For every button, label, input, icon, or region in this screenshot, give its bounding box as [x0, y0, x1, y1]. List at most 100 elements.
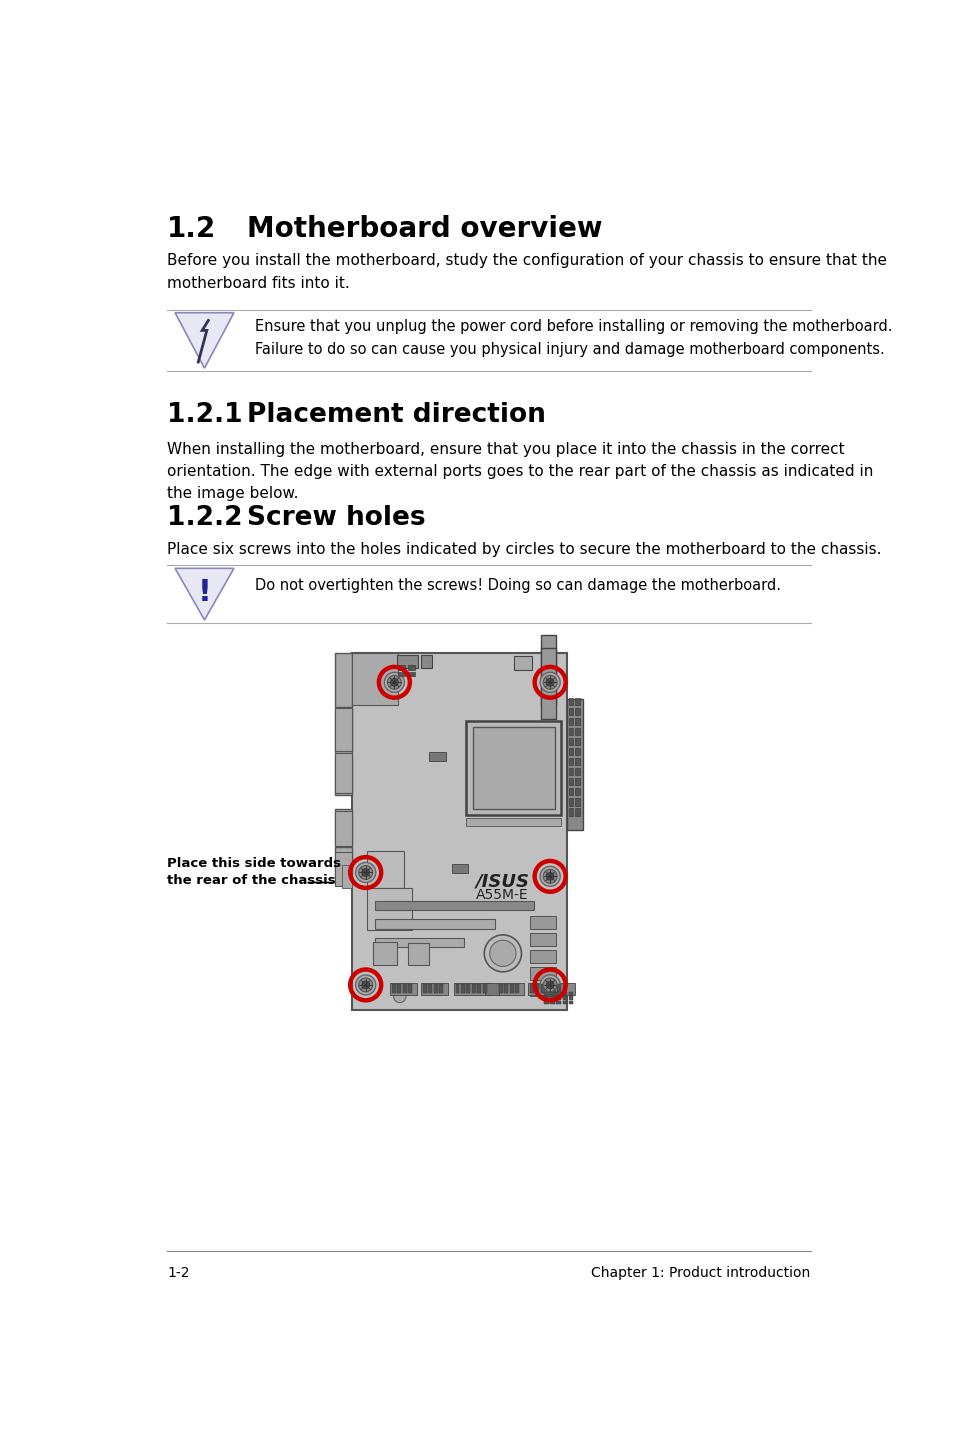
Bar [482, 984, 486, 994]
Bar [543, 997, 548, 999]
Bar [535, 984, 538, 994]
Bar [397, 984, 401, 994]
Text: Place this side towards
the rear of the chassis: Place this side towards the rear of the … [167, 857, 341, 887]
Bar [396, 654, 418, 669]
Bar [373, 942, 396, 965]
Bar [562, 984, 566, 994]
Bar [504, 984, 508, 994]
Bar [546, 984, 550, 994]
Circle shape [489, 940, 516, 966]
Text: Before you install the motherboard, study the configuration of your chassis to e: Before you install the motherboard, stud… [167, 253, 886, 290]
Circle shape [539, 866, 559, 886]
Bar [575, 788, 579, 795]
Circle shape [361, 869, 369, 876]
Bar [530, 984, 556, 997]
Bar [568, 758, 573, 765]
Circle shape [355, 863, 375, 883]
Text: Motherboard overview: Motherboard overview [247, 214, 602, 243]
Bar [550, 1001, 555, 1004]
Bar [575, 738, 579, 745]
Bar [429, 752, 446, 761]
Bar [575, 768, 579, 775]
Polygon shape [174, 312, 233, 368]
Text: Ensure that you unplug the power cord before installing or removing the motherbo: Ensure that you unplug the power cord be… [254, 319, 891, 357]
Text: /ISUS: /ISUS [476, 873, 529, 890]
Circle shape [546, 981, 554, 989]
Circle shape [358, 978, 373, 992]
Bar [402, 984, 406, 994]
Bar [550, 997, 555, 999]
Bar [408, 984, 412, 994]
Bar [421, 654, 432, 669]
Bar [514, 656, 531, 670]
Bar [543, 992, 548, 995]
Bar [509, 984, 513, 994]
Bar [575, 718, 579, 725]
Bar [454, 982, 491, 995]
Bar [335, 851, 352, 886]
Bar [335, 755, 352, 795]
Bar [568, 718, 573, 725]
Bar [407, 943, 429, 965]
Bar [335, 754, 352, 794]
Bar [422, 984, 427, 994]
Circle shape [539, 673, 559, 692]
Bar [562, 1001, 567, 1004]
Bar [375, 919, 495, 929]
Bar [335, 811, 352, 846]
Bar [562, 997, 567, 999]
Bar [568, 748, 573, 755]
Circle shape [394, 991, 406, 1002]
Bar [568, 992, 573, 995]
Bar [568, 728, 573, 735]
Bar [375, 938, 464, 948]
Bar [375, 902, 534, 910]
Circle shape [387, 676, 401, 689]
Bar [528, 982, 575, 995]
Bar [352, 653, 397, 706]
Bar [367, 851, 404, 887]
Bar [567, 699, 582, 830]
Circle shape [542, 870, 557, 883]
Text: Do not overtighten the screws! Doing so can damage the motherboard.: Do not overtighten the screws! Doing so … [254, 578, 781, 592]
Bar [557, 984, 560, 994]
Bar [540, 649, 556, 719]
Text: Placement direction: Placement direction [247, 403, 545, 429]
Text: 1.2: 1.2 [167, 214, 216, 243]
Bar [498, 984, 502, 994]
Bar [575, 697, 579, 706]
Bar [397, 672, 405, 676]
Bar [562, 992, 567, 995]
Circle shape [542, 676, 557, 689]
Bar [352, 653, 567, 1011]
Bar [556, 997, 560, 999]
Bar [568, 697, 573, 706]
Bar [575, 798, 579, 805]
Bar [460, 984, 464, 994]
Bar [568, 1001, 573, 1004]
Bar [530, 933, 556, 946]
Bar [335, 709, 352, 751]
Bar [335, 653, 352, 707]
Text: !: ! [197, 578, 212, 607]
Bar [556, 1001, 560, 1004]
Circle shape [546, 873, 554, 880]
Bar [568, 738, 573, 745]
Circle shape [484, 935, 521, 972]
Bar [390, 982, 416, 995]
Bar [530, 984, 534, 994]
Bar [392, 984, 395, 994]
Text: Screw holes: Screw holes [247, 505, 425, 531]
Bar [575, 778, 579, 785]
Bar [568, 798, 573, 805]
Bar [434, 984, 437, 994]
Bar [466, 984, 470, 994]
Bar [397, 666, 405, 670]
Bar [342, 864, 352, 887]
Circle shape [355, 975, 375, 995]
Bar [428, 984, 432, 994]
Bar [575, 808, 579, 815]
Text: 1.2.2: 1.2.2 [167, 505, 243, 531]
Bar [452, 864, 468, 873]
Bar [550, 992, 555, 995]
